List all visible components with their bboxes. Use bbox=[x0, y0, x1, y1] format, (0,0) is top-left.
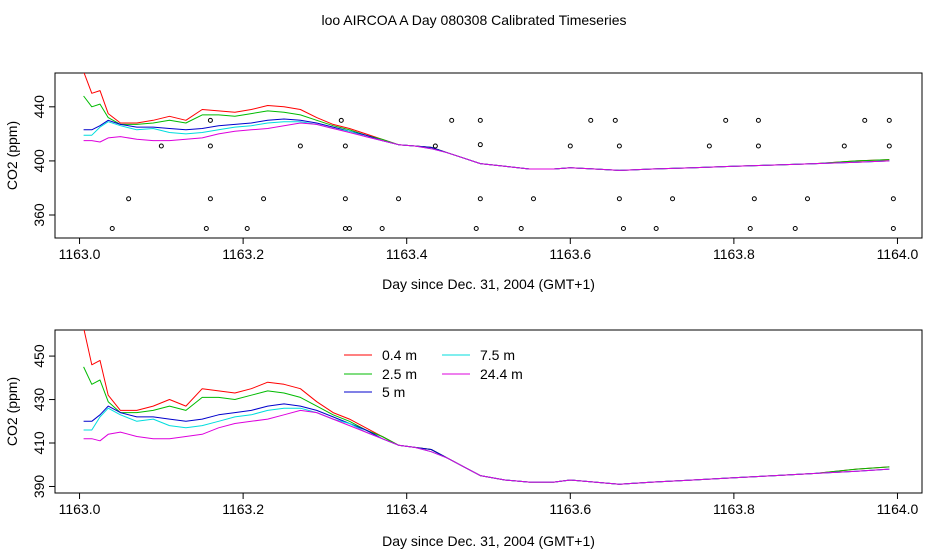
bottom-panel: 1163.0 1163.2 1163.4 1163.6 1163.8 1164.0 390 4… bbox=[4, 329, 923, 549]
marker-point bbox=[616, 196, 622, 202]
data-area bbox=[83, 330, 890, 485]
figure-title: loo AIRCOA A Day 080308 Calibrated Times… bbox=[321, 12, 626, 28]
marker-point bbox=[207, 143, 213, 149]
marker-point bbox=[477, 142, 483, 148]
marker-point bbox=[449, 117, 455, 123]
marker-point bbox=[261, 196, 267, 202]
y-tick-label: 390 bbox=[31, 475, 47, 499]
marker-point bbox=[747, 226, 753, 232]
marker-point bbox=[862, 117, 868, 123]
marker-point bbox=[342, 196, 348, 202]
legend-label: 2.5 m bbox=[382, 366, 417, 382]
y-tick-label: 440 bbox=[31, 95, 47, 119]
top-panel: 1163.0 1163.2 1163.4 1163.6 1163.8 1164.0 360 4… bbox=[4, 72, 923, 292]
series-line-24-4-m bbox=[83, 122, 890, 171]
series-line-7-5-m bbox=[83, 121, 890, 171]
marker-point bbox=[706, 143, 712, 149]
marker-point bbox=[473, 226, 479, 232]
marker-point bbox=[477, 196, 483, 202]
series-line-24-4-m bbox=[83, 409, 890, 485]
marker-point bbox=[612, 117, 618, 123]
marker-point bbox=[342, 143, 348, 149]
x-axis-label: Day since Dec. 31, 2004 (GMT+1) bbox=[382, 533, 595, 549]
x-tick-label: 1164.0 bbox=[877, 246, 919, 262]
marker-point bbox=[477, 117, 483, 123]
marker-point bbox=[792, 226, 798, 232]
marker-point bbox=[158, 143, 164, 149]
x-axis-label: Day since Dec. 31, 2004 (GMT+1) bbox=[382, 276, 595, 292]
marker-point bbox=[841, 143, 847, 149]
marker-point bbox=[670, 196, 676, 202]
legend-label: 24.4 m bbox=[480, 366, 523, 382]
marker-point bbox=[755, 117, 761, 123]
marker-point bbox=[338, 117, 344, 123]
marker-point bbox=[616, 143, 622, 149]
y-axis-label: CO2 (ppm) bbox=[4, 377, 20, 446]
x-tick-label: 1163.8 bbox=[713, 501, 755, 517]
marker-point bbox=[886, 143, 892, 149]
y-tick-label: 360 bbox=[31, 203, 47, 227]
x-tick-label: 1163.0 bbox=[59, 246, 101, 262]
marker-point bbox=[207, 117, 213, 123]
marker-point bbox=[620, 226, 626, 232]
marker-point bbox=[244, 226, 250, 232]
legend: 0.4 m 2.5 m 5 m 7.5 m 24.4 m bbox=[344, 347, 523, 400]
marker-point bbox=[755, 143, 761, 149]
y-tick-label: 450 bbox=[31, 344, 47, 368]
legend-label: 5 m bbox=[382, 384, 405, 400]
marker-point bbox=[653, 226, 659, 232]
series-line-5-m bbox=[83, 403, 890, 485]
y-tick-label: 430 bbox=[31, 388, 47, 412]
legend-label: 7.5 m bbox=[480, 347, 515, 363]
plot-frame bbox=[54, 329, 923, 494]
marker-point bbox=[342, 226, 348, 232]
legend-label: 0.4 m bbox=[382, 347, 417, 363]
series-line-2-5-m bbox=[83, 95, 890, 171]
marker-point bbox=[530, 196, 536, 202]
marker-point bbox=[207, 196, 213, 202]
marker-point bbox=[890, 196, 896, 202]
x-tick-label: 1163.6 bbox=[549, 246, 591, 262]
marker-point bbox=[886, 117, 892, 123]
marker-point bbox=[203, 226, 209, 232]
data-area bbox=[83, 73, 896, 232]
x-tick-label: 1163.8 bbox=[713, 246, 755, 262]
marker-point bbox=[567, 143, 573, 149]
plot-frame bbox=[54, 72, 923, 239]
series-line-0-4-m bbox=[83, 73, 890, 171]
y-tick-label: 410 bbox=[31, 431, 47, 455]
x-tick-label: 1163.0 bbox=[59, 501, 101, 517]
y-tick-label: 400 bbox=[31, 149, 47, 173]
series-line-7-5-m bbox=[83, 407, 890, 485]
series-line-2-5-m bbox=[83, 366, 890, 485]
marker-point bbox=[890, 226, 896, 232]
x-tick-label: 1163.2 bbox=[222, 501, 264, 517]
x-tick-label: 1163.6 bbox=[549, 501, 591, 517]
marker-point bbox=[126, 196, 132, 202]
marker-point bbox=[379, 226, 385, 232]
marker-point bbox=[804, 196, 810, 202]
x-tick-label: 1163.4 bbox=[386, 246, 428, 262]
marker-point bbox=[432, 143, 438, 149]
marker-point bbox=[346, 226, 352, 232]
x-tick-label: 1164.0 bbox=[877, 501, 919, 517]
series-line-5-m bbox=[83, 118, 890, 171]
x-tick-label: 1163.4 bbox=[386, 501, 428, 517]
marker-point bbox=[751, 196, 757, 202]
marker-point bbox=[297, 143, 303, 149]
marker-point bbox=[109, 226, 115, 232]
marker-point bbox=[396, 196, 402, 202]
marker-point bbox=[588, 117, 594, 123]
y-axis-label: CO2 (ppm) bbox=[4, 121, 20, 190]
x-tick-label: 1163.2 bbox=[222, 246, 264, 262]
marker-point bbox=[518, 226, 524, 232]
marker-point bbox=[723, 117, 729, 123]
